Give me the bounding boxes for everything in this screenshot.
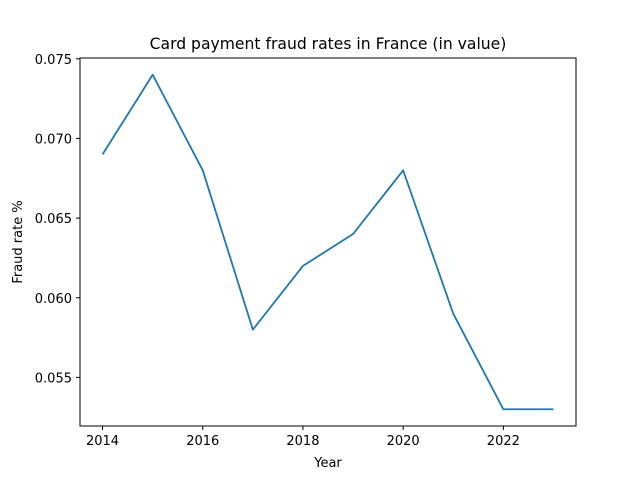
y-tick-label: 0.065 <box>35 212 72 227</box>
x-tick-label: 2020 <box>387 434 420 449</box>
y-tick-label: 0.060 <box>35 292 72 307</box>
x-axis: 2014 2016 2018 2020 2022 <box>86 426 520 449</box>
y-tick-label: 0.070 <box>35 132 72 147</box>
x-axis-label: Year <box>313 456 342 471</box>
y-axis-label: Fraud rate % <box>11 200 26 283</box>
series-line <box>101 73 554 411</box>
plot-area <box>101 73 554 411</box>
plot-frame <box>79 57 577 427</box>
y-tick-label: 0.055 <box>35 371 72 386</box>
y-tick-label: 0.075 <box>35 53 72 68</box>
x-tick-label: 2016 <box>186 434 219 449</box>
x-tick-label: 2014 <box>86 434 119 449</box>
chart-title: Card payment fraud rates in France (in v… <box>150 35 507 53</box>
x-tick-label: 2018 <box>286 434 319 449</box>
x-tick-label: 2022 <box>487 434 520 449</box>
y-axis: 0.055 0.060 0.065 0.070 0.075 <box>35 53 80 386</box>
